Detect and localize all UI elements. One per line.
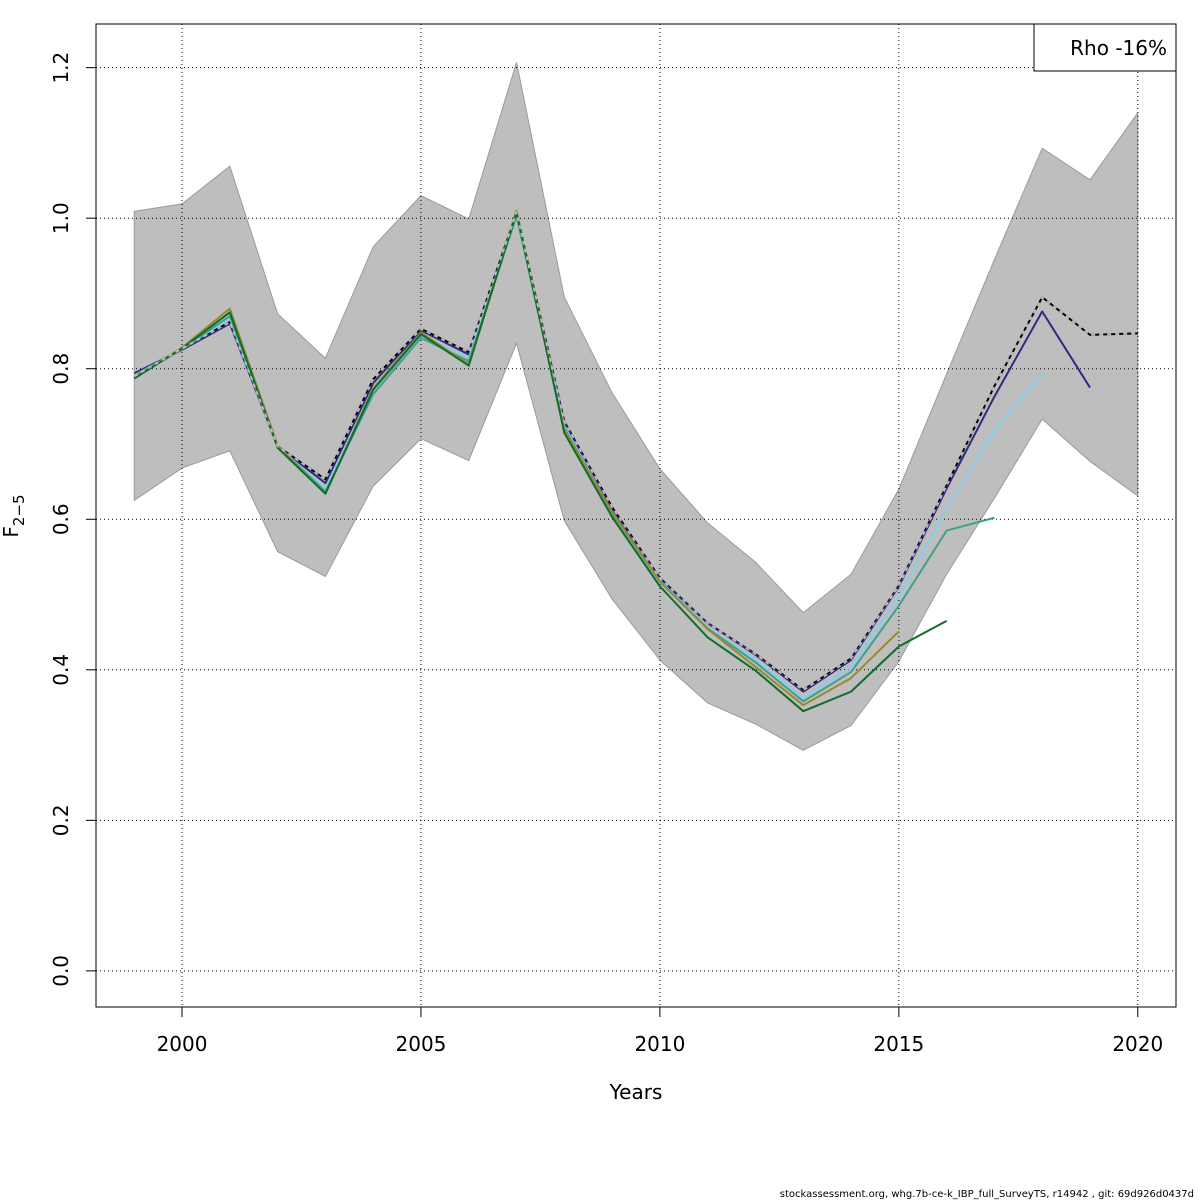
grid-layer xyxy=(96,24,1176,1007)
plot-frame xyxy=(95,23,1177,1008)
series-line-5 xyxy=(133,211,948,713)
confidence-band-layer xyxy=(133,62,1139,751)
y-tick-label-2: 0.4 xyxy=(49,654,73,686)
y-tick-label-6: 1.2 xyxy=(49,52,73,84)
series-line-6 xyxy=(133,211,1138,692)
legend-box xyxy=(1033,23,1177,72)
y-tick-label-0: 0.0 xyxy=(49,955,73,987)
x-tick-label-2: 2010 xyxy=(634,1032,685,1056)
x-axis: 2000 2005 2010 2015 2020 xyxy=(157,1007,1163,1056)
y-tick-label-5: 1.0 xyxy=(49,202,73,234)
y-tick-label-1: 0.2 xyxy=(49,804,73,836)
x-tick-label-3: 2015 xyxy=(873,1032,924,1056)
series-layer xyxy=(133,209,1138,713)
x-tick-label-1: 2005 xyxy=(396,1032,447,1056)
y-tick-label-3: 0.6 xyxy=(49,503,73,535)
y-axis-title-main: F xyxy=(0,526,23,538)
y-axis: 0.0 0.2 0.4 0.6 0.8 1.0 1.2 xyxy=(49,52,96,987)
x-tick-label-4: 2020 xyxy=(1112,1032,1163,1056)
series-line-1 xyxy=(133,212,1091,693)
y-axis-title-subscript: 2−5 xyxy=(10,494,28,526)
x-tick-label-0: 2000 xyxy=(157,1032,208,1056)
footer-credit: stockassessment.org, whg.7b-ce-k_IBP_ful… xyxy=(780,1189,1194,1200)
confidence-band xyxy=(133,62,1139,751)
x-axis-title: Years xyxy=(609,1080,663,1104)
legend-rho-label: Rho -16% xyxy=(1070,36,1167,60)
y-axis-title: F2−5 xyxy=(0,494,28,537)
y-tick-label-4: 0.8 xyxy=(49,353,73,385)
legend: Rho -16% xyxy=(1033,23,1177,72)
